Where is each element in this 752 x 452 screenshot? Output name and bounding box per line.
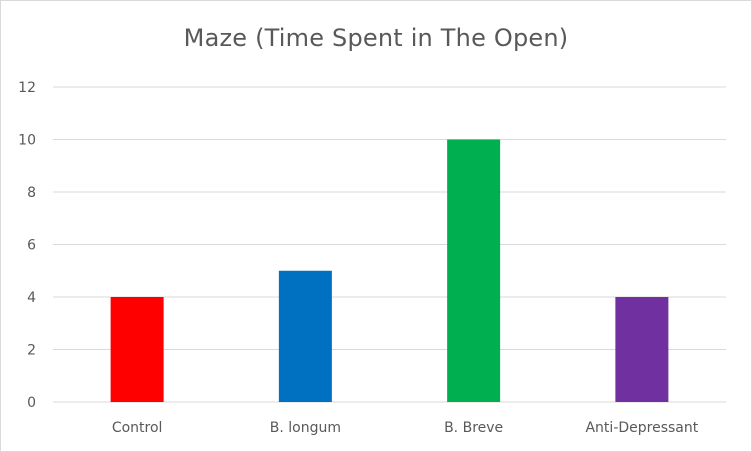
chart-title: Maze (Time Spent in The Open)	[183, 24, 569, 52]
y-axis: 0 2 4 6 8 10 12	[18, 80, 36, 411]
y-tick-label: 2	[27, 343, 36, 359]
x-axis: Control B. longum B. Breve Anti-Depressant	[112, 420, 699, 436]
y-tick-label: 12	[18, 80, 36, 96]
y-tick-label: 4	[27, 290, 36, 306]
x-tick-label: Anti-Depressant	[585, 420, 698, 436]
y-tick-label: 6	[27, 238, 36, 254]
y-tick-label: 0	[27, 395, 36, 411]
bar-b-breve	[447, 139, 501, 402]
x-tick-label: B. longum	[270, 420, 341, 436]
x-tick-label: B. Breve	[444, 420, 503, 436]
gridlines	[53, 86, 726, 403]
bars	[110, 139, 669, 402]
bar-anti-depressant	[615, 297, 669, 402]
bar-b-longum	[278, 270, 332, 402]
y-tick-label: 8	[27, 185, 36, 201]
bar-control	[110, 297, 164, 402]
y-tick-label: 10	[18, 133, 36, 149]
x-tick-label: Control	[112, 420, 163, 436]
